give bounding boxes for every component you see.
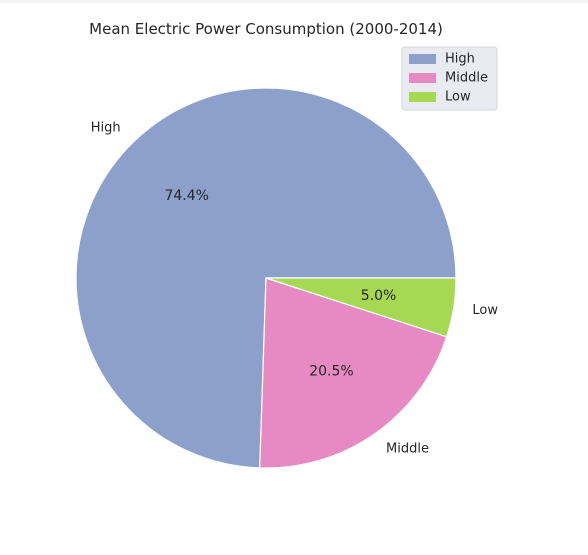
- category-label-high: High: [91, 120, 121, 135]
- percent-label-middle: 20.5%: [309, 363, 353, 379]
- legend-swatch-middle: [409, 73, 436, 83]
- top-divider: [0, 0, 588, 3]
- pie-slice-middle: [259, 277, 448, 469]
- legend-swatch-low: [409, 92, 436, 102]
- percent-label-high: 74.4%: [164, 188, 208, 204]
- chart-title: Mean Electric Power Consumption (2000-20…: [89, 20, 443, 38]
- legend-items: High Middle Low: [409, 52, 488, 105]
- legend-label-middle: Middle: [445, 71, 488, 86]
- legend-swatch-high: [409, 54, 436, 64]
- percent-label-low: 5.0%: [361, 288, 397, 304]
- legend-label-low: Low: [445, 90, 471, 105]
- category-label-middle: Middle: [386, 442, 429, 457]
- pie-slice-low: [265, 277, 457, 338]
- legend: High Middle Low: [401, 46, 498, 111]
- category-label-low: Low: [472, 303, 498, 318]
- pie-slices: [75, 87, 457, 469]
- category-labels: High Middle Low: [91, 120, 499, 456]
- percent-labels: 74.4% 20.5% 5.0%: [164, 188, 396, 379]
- legend-label-high: High: [445, 52, 475, 67]
